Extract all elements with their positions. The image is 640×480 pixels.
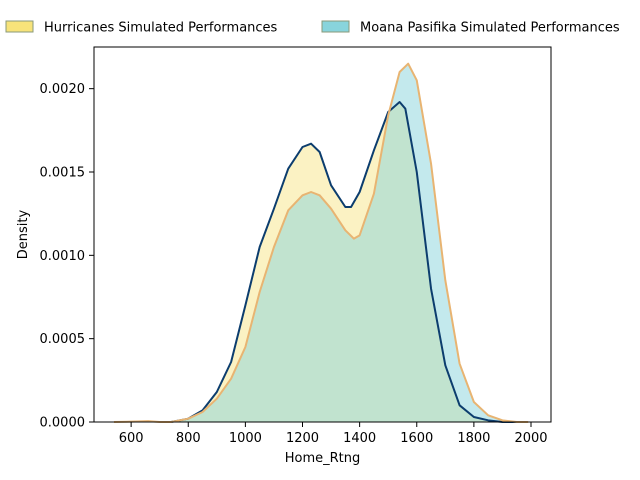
y-tick-label: 0.0000 (40, 416, 86, 431)
x-tick-label: 600 (119, 431, 144, 446)
plot-frame (93, 46, 552, 423)
density-line-series-2 (113, 62, 529, 423)
x-tick-label: 1200 (286, 431, 319, 446)
y-tick-label: 0.0005 (40, 332, 86, 347)
x-tick-label: 1400 (343, 431, 376, 446)
x-tick-label: 1600 (400, 431, 433, 446)
plot-lines (113, 62, 529, 423)
legend: Hurricanes Simulated Performances Moana P… (5, 20, 620, 36)
density-line-series-1 (170, 101, 520, 423)
x-axis-label: Home_Rtng (285, 451, 361, 466)
x-tick-label: 1800 (457, 431, 490, 446)
y-tick-label: 0.0010 (40, 249, 86, 264)
density-area-series-2 (113, 63, 529, 423)
y-axis: 0.0000 0.0005 0.0010 0.0015 0.0020 (40, 82, 94, 431)
x-axis: 600 800 1000 1200 1400 1600 1800 2000 (119, 422, 548, 446)
y-tick-label: 0.0020 (40, 82, 86, 97)
legend-swatch (5, 20, 34, 33)
legend-label: Hurricanes Simulated Performances (44, 21, 278, 36)
legend-swatch (321, 20, 350, 33)
x-tick-label: 800 (176, 431, 201, 446)
x-tick-label: 1000 (229, 431, 262, 446)
y-tick-label: 0.0015 (40, 166, 86, 181)
legend-label: Moana Pasifika Simulated Performances (360, 21, 620, 36)
y-axis-label: Density (16, 209, 31, 259)
plot-fills (113, 63, 529, 423)
x-tick-label: 2000 (514, 431, 547, 446)
